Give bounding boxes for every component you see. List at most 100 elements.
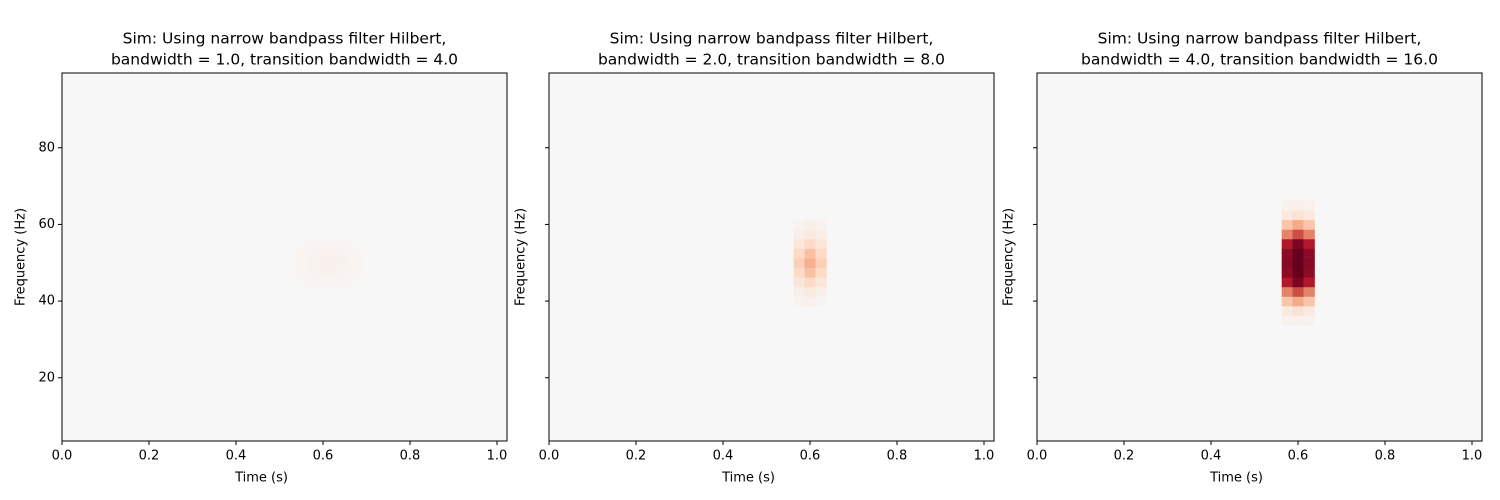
heat-cell	[815, 267, 827, 278]
heat-cell	[1303, 229, 1315, 240]
x-tick-label: 1.0	[1462, 449, 1483, 464]
heat-cell	[793, 238, 806, 249]
heat-cell	[295, 267, 308, 278]
y-axis-label: Frequency (Hz)	[514, 208, 529, 306]
x-tick-label: 0.2	[1114, 449, 1135, 464]
heat-cell	[317, 267, 329, 278]
heat-cell	[804, 277, 816, 288]
plot-frame	[1036, 72, 1483, 442]
heat-cell	[1303, 257, 1315, 269]
heat-cell	[350, 277, 362, 288]
heat-cell	[1281, 286, 1294, 297]
heat-cell	[295, 238, 308, 249]
y-tick-label: 40	[38, 294, 55, 309]
x-tick-label: 0.2	[626, 449, 647, 464]
heat-cell	[815, 238, 827, 249]
heat-cell	[306, 238, 319, 249]
heat-cell	[1281, 305, 1294, 316]
heat-cell	[350, 238, 362, 249]
heat-cell	[1303, 277, 1315, 288]
heat-cell	[1303, 305, 1315, 316]
heat-cell	[804, 296, 816, 307]
heat-cell	[1292, 315, 1304, 326]
heat-cell	[1281, 257, 1294, 269]
heat-cell	[804, 219, 816, 230]
heat-cell	[793, 248, 806, 259]
heat-cell	[793, 296, 806, 307]
heat-cell	[339, 267, 351, 278]
subplot: 0.0 0.2 0.4 0.6 0.8 1.0 Time (s) Frequency (Hz)…	[514, 30, 995, 486]
plot-frame	[548, 72, 995, 442]
heat-cell	[1281, 210, 1294, 221]
heat-cell	[328, 257, 340, 269]
heat-cell	[317, 257, 329, 269]
heat-cell	[815, 219, 827, 230]
heat-cell	[295, 277, 308, 288]
heat-cell	[1303, 238, 1315, 249]
heat-cell	[350, 257, 362, 269]
heat-cell	[339, 238, 351, 249]
heat-cell	[804, 248, 816, 259]
heat-cell	[306, 267, 319, 278]
chart-title: bandwidth = 2.0, transition bandwidth = …	[598, 51, 945, 69]
heat-cell	[1292, 277, 1304, 288]
x-tick-label: 0.6	[313, 449, 334, 464]
heat-cell	[295, 257, 308, 269]
heat-cell	[1281, 238, 1294, 249]
heat-cell	[339, 248, 351, 259]
x-tick-label: 0.0	[1027, 449, 1048, 464]
heat-cell	[306, 248, 319, 259]
heat-cell	[328, 267, 340, 278]
heat-cell	[804, 238, 816, 249]
heat-cell	[815, 229, 827, 240]
x-axis-label: Time (s)	[234, 471, 288, 486]
heat-cell	[350, 248, 362, 259]
x-tick-label: 0.4	[226, 449, 247, 464]
heat-cell	[339, 257, 351, 269]
heat-cell	[1281, 219, 1294, 230]
heat-cell	[1281, 248, 1294, 259]
y-tick-label: 80	[38, 140, 55, 155]
heat-cell	[1281, 200, 1294, 211]
x-axis-label: Time (s)	[1209, 471, 1263, 486]
heat-cell	[317, 248, 329, 259]
chart-title: Sim: Using narrow bandpass filter Hilber…	[123, 30, 447, 48]
heat-cell	[317, 277, 329, 288]
heat-cell	[1303, 315, 1315, 326]
x-tick-label: 0.6	[800, 449, 821, 464]
x-tick-label: 0.8	[887, 449, 908, 464]
heat-cell	[1292, 238, 1304, 249]
x-tick-label: 0.6	[1288, 449, 1309, 464]
heat-cell	[1292, 200, 1304, 211]
heat-cell	[339, 277, 351, 288]
y-tick-label: 60	[38, 217, 55, 232]
heat-cell	[1292, 210, 1304, 221]
heat-cell	[306, 277, 319, 288]
heat-cell	[317, 238, 329, 249]
plot-background	[1037, 73, 1482, 441]
heat-cell	[1292, 305, 1304, 316]
x-tick-label: 0.0	[52, 449, 73, 464]
heat-cell	[1292, 248, 1304, 259]
x-tick-label: 1.0	[487, 449, 508, 464]
x-tick-label: 0.8	[400, 449, 421, 464]
x-tick-label: 1.0	[974, 449, 995, 464]
x-tick-label: 0.4	[1201, 449, 1222, 464]
heat-cell	[328, 248, 340, 259]
heat-cell	[1292, 229, 1304, 240]
heat-cell	[1292, 267, 1304, 278]
heat-cell	[804, 257, 816, 269]
heat-cell	[804, 229, 816, 240]
heat-cell	[306, 257, 319, 269]
heat-cell	[815, 257, 827, 269]
x-axis-label: Time (s)	[721, 471, 775, 486]
heat-cell	[815, 248, 827, 259]
heat-cell	[1292, 257, 1304, 269]
heat-cell	[793, 219, 806, 230]
heat-cell	[793, 286, 806, 297]
heat-cell	[1303, 219, 1315, 230]
heat-cell	[1292, 219, 1304, 230]
x-tick-label: 0.2	[139, 449, 160, 464]
heat-cell	[804, 286, 816, 297]
